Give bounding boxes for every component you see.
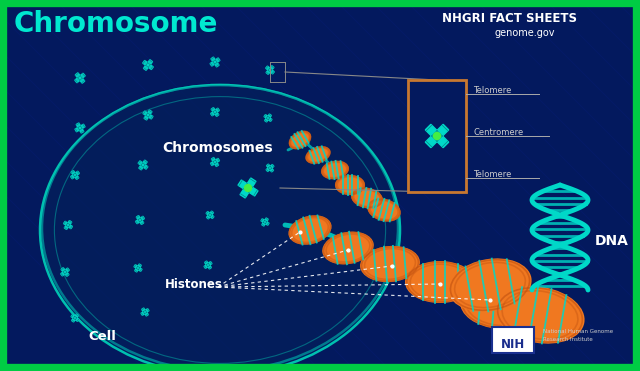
Polygon shape: [76, 123, 84, 133]
Ellipse shape: [351, 188, 383, 208]
Polygon shape: [266, 164, 273, 172]
Polygon shape: [61, 267, 69, 276]
Text: Telomere: Telomere: [473, 86, 511, 95]
Ellipse shape: [405, 261, 475, 303]
Polygon shape: [261, 219, 269, 225]
Ellipse shape: [335, 175, 365, 195]
Polygon shape: [143, 111, 153, 119]
Polygon shape: [211, 108, 219, 116]
Polygon shape: [144, 110, 152, 120]
Ellipse shape: [40, 85, 400, 371]
Polygon shape: [75, 73, 85, 83]
Text: NIH: NIH: [501, 338, 525, 351]
Polygon shape: [211, 108, 220, 116]
Polygon shape: [211, 158, 220, 165]
Polygon shape: [207, 211, 214, 219]
Ellipse shape: [323, 232, 374, 265]
Text: NHGRI FACT SHEETS: NHGRI FACT SHEETS: [442, 12, 577, 25]
Circle shape: [433, 132, 440, 139]
Text: Cell: Cell: [88, 330, 116, 343]
Ellipse shape: [460, 281, 540, 329]
Ellipse shape: [495, 286, 584, 344]
Polygon shape: [61, 268, 69, 276]
Polygon shape: [264, 115, 272, 121]
Ellipse shape: [321, 161, 349, 179]
Polygon shape: [264, 114, 271, 122]
Polygon shape: [240, 178, 256, 198]
Bar: [492, 327, 534, 353]
Polygon shape: [71, 315, 79, 321]
Polygon shape: [75, 124, 85, 132]
Polygon shape: [136, 216, 144, 224]
Ellipse shape: [42, 85, 398, 371]
Polygon shape: [71, 171, 79, 180]
Polygon shape: [72, 314, 79, 322]
Polygon shape: [70, 171, 79, 179]
Polygon shape: [141, 308, 148, 316]
Polygon shape: [262, 218, 268, 226]
Polygon shape: [266, 66, 274, 74]
Text: Telomere: Telomere: [473, 170, 511, 179]
Polygon shape: [266, 164, 274, 171]
Polygon shape: [134, 264, 141, 272]
Polygon shape: [211, 57, 219, 67]
Polygon shape: [64, 220, 72, 230]
Polygon shape: [143, 60, 154, 70]
Polygon shape: [206, 211, 214, 219]
Polygon shape: [138, 161, 148, 169]
Text: Chromosome: Chromosome: [14, 10, 218, 38]
Polygon shape: [143, 60, 152, 70]
Text: genome.gov: genome.gov: [495, 28, 556, 38]
Bar: [408, 80, 466, 192]
Polygon shape: [134, 265, 142, 271]
Polygon shape: [141, 309, 149, 315]
Ellipse shape: [305, 146, 330, 164]
Polygon shape: [210, 58, 220, 66]
Circle shape: [244, 184, 252, 191]
Text: Chromosomes: Chromosomes: [162, 141, 273, 155]
Ellipse shape: [360, 246, 420, 282]
Polygon shape: [63, 221, 72, 229]
Text: DNA: DNA: [595, 234, 629, 248]
Polygon shape: [76, 73, 84, 83]
Polygon shape: [205, 261, 211, 269]
Ellipse shape: [367, 198, 401, 221]
Text: Histones: Histones: [165, 278, 223, 291]
Polygon shape: [426, 124, 449, 148]
Polygon shape: [211, 157, 219, 167]
Ellipse shape: [449, 258, 532, 312]
Ellipse shape: [289, 215, 332, 244]
Polygon shape: [136, 216, 145, 224]
Polygon shape: [426, 124, 449, 148]
Text: National Human Genome: National Human Genome: [543, 329, 613, 334]
Polygon shape: [266, 66, 275, 74]
Ellipse shape: [289, 131, 311, 149]
Polygon shape: [139, 160, 147, 170]
Text: Centromere: Centromere: [473, 128, 524, 137]
Polygon shape: [204, 262, 212, 269]
Polygon shape: [238, 180, 258, 196]
Text: Research Institute: Research Institute: [543, 337, 593, 342]
